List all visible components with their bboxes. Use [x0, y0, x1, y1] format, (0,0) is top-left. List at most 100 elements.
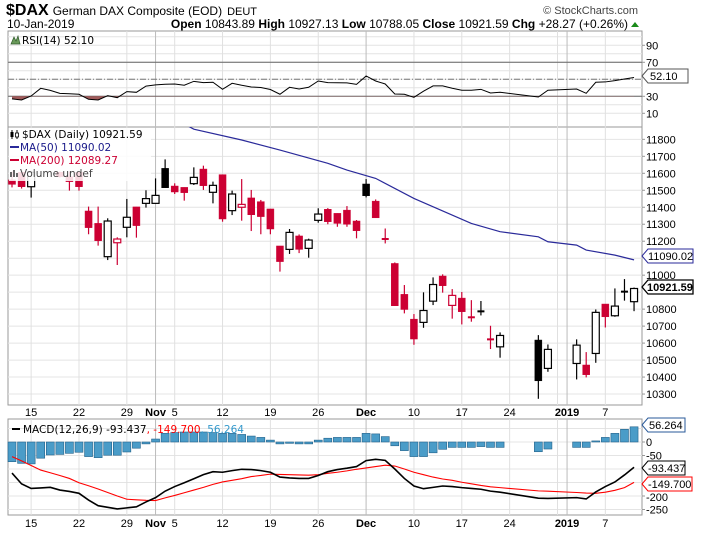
signal-legend-value: , -149.700 — [147, 424, 201, 436]
candle — [113, 237, 122, 265]
candle — [237, 179, 246, 221]
histogram-bar — [170, 432, 179, 443]
title-line: $DAX German DAX Composite (EOD) DEUT — [6, 2, 257, 19]
histogram-bar — [237, 434, 246, 443]
candle-body — [247, 197, 255, 215]
macd-legend: MACD(12,26,9) -93.437, -149.700, 56.264 — [12, 424, 244, 436]
x-axis-label: Nov — [145, 518, 167, 530]
candle — [266, 208, 275, 235]
rsi-plot — [8, 61, 642, 101]
macd-tick-label: 0 — [646, 437, 652, 449]
candle-body — [428, 283, 438, 302]
candle-body — [208, 184, 218, 193]
histogram-bar — [160, 433, 170, 443]
candle-body — [448, 294, 457, 307]
candle-body — [199, 168, 208, 186]
histogram-bar — [400, 441, 409, 451]
macd-panel — [7, 418, 643, 516]
signal-line — [11, 456, 635, 502]
candle — [132, 206, 141, 238]
histogram-bar — [285, 441, 294, 444]
histogram-bar — [534, 441, 543, 453]
histogram-bar — [275, 441, 285, 445]
quote-date: 10-Jan-2019 — [7, 17, 75, 31]
histogram-bar — [601, 437, 610, 443]
histogram-bar — [467, 441, 476, 448]
candle — [333, 213, 342, 227]
candle-body — [257, 201, 265, 217]
histogram-bar — [199, 431, 208, 443]
histogram-bar — [84, 441, 93, 457]
x-axis-label: 26 — [312, 407, 324, 419]
candle — [199, 165, 208, 190]
macd-tick-label: -200 — [646, 492, 668, 504]
candle-body — [582, 364, 590, 375]
ma200-legend-label: MA(200) 12089.27 — [20, 155, 118, 167]
histogram-bar — [227, 433, 237, 443]
candle — [629, 287, 639, 312]
ma50-value-tag: 11090.02 — [641, 248, 694, 264]
candle — [180, 187, 189, 201]
x-axis-label: 15 — [25, 407, 37, 419]
candle-body — [543, 348, 553, 370]
candle — [151, 178, 160, 204]
x-axis-label: 19 — [264, 407, 276, 419]
histogram-bar — [581, 441, 591, 448]
candle — [285, 228, 294, 254]
candle-body — [170, 185, 179, 193]
x-axis-label: 15 — [25, 518, 37, 530]
candle-body — [84, 210, 93, 228]
candle — [304, 238, 313, 258]
price-tick-label: 10400 — [646, 372, 677, 384]
histogram-bar — [486, 441, 495, 448]
price-tick-label: 11600 — [646, 168, 676, 180]
high-value: 10927.13 — [288, 17, 338, 31]
x-axis-label: 24 — [504, 407, 516, 419]
candle-body — [495, 334, 505, 348]
histogram-bar — [55, 441, 65, 455]
x-axis-label: Dec — [356, 518, 376, 530]
candle — [601, 303, 610, 328]
symbol: $DAX — [6, 2, 49, 19]
histogram-bar — [457, 441, 467, 448]
macd-legend-label: MACD(12,26,9) -93.437, -149.700, 56.264 — [23, 424, 244, 436]
rsi-legend-label: RSI(14) 52.10 — [22, 35, 94, 47]
macd-legend-name: MACD(12,26,9) — [23, 424, 103, 436]
x-axis-label: 17 — [456, 407, 468, 419]
histogram-bar — [447, 441, 457, 448]
candle-body — [572, 344, 581, 365]
price-legend-label: $DAX (Daily) 10921.59 — [22, 129, 143, 141]
candle-body — [295, 235, 303, 250]
histogram-bar — [361, 433, 371, 443]
candle — [84, 206, 93, 235]
candle — [218, 174, 227, 222]
candle-body — [534, 339, 543, 382]
macd-tag-text: -93.437 — [648, 463, 685, 475]
x-axis-label: 22 — [73, 518, 85, 530]
x-axis-label: 12 — [216, 518, 228, 530]
candle — [620, 279, 628, 301]
candle — [391, 262, 399, 306]
candle — [428, 277, 438, 306]
candle-body — [304, 239, 313, 249]
candle — [141, 190, 151, 208]
candle — [610, 288, 620, 317]
candle — [572, 339, 581, 380]
price-tick-label: 11500 — [646, 185, 676, 197]
x-axis-label: 12 — [216, 407, 228, 419]
candle — [314, 208, 323, 223]
histogram-bar — [629, 426, 639, 443]
histogram-bar — [208, 432, 218, 443]
histogram-bar — [7, 441, 17, 463]
x-axis-label: 10 — [408, 407, 420, 419]
x-axis-label: 29 — [121, 518, 133, 530]
candle-body — [180, 187, 189, 193]
candle-body — [113, 238, 122, 244]
macd-value-tag: -93.437 — [641, 460, 686, 476]
histogram-bar — [26, 441, 36, 465]
change-value: +28.27 (+0.26%) — [539, 17, 628, 31]
price-plot — [8, 127, 639, 399]
volume-bars-icon — [10, 170, 18, 177]
rsi-tick-label: 90 — [646, 40, 658, 52]
candle-body — [122, 216, 131, 228]
